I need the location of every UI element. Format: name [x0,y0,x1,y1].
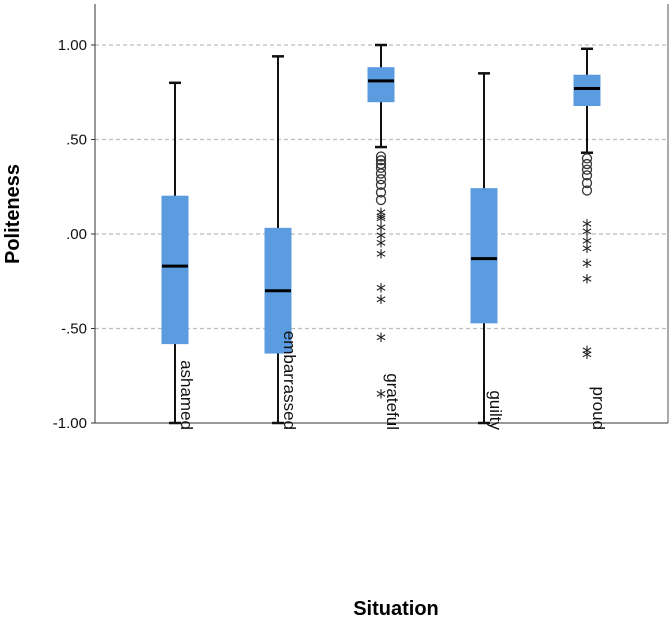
extreme-point: * [376,219,386,243]
box-guilty [470,72,498,425]
boxes: ******************* [161,43,601,425]
outlier-point [581,170,593,181]
box-ashamed [161,81,189,425]
y-axis-title: Politeness [2,164,24,264]
outlier-point [375,151,387,162]
outlier-point [375,194,387,206]
extreme-point: * [582,270,592,294]
box-proud: ******** [573,47,601,370]
y-tick-label: -.50 [61,321,87,338]
y-axis-ticks: 1.00 .50 .00 -.50 -1.00 [53,37,95,432]
iqr-box [573,74,601,106]
extreme-point: * [582,223,592,247]
outlier-point [581,153,593,164]
extreme-point: * [376,227,386,251]
extreme-point: * [582,342,592,366]
y-tick-label: .50 [66,132,87,149]
outlier-point [375,155,387,166]
iqr-box [161,195,189,345]
outlier-point [581,158,593,170]
box-grateful: *********** [367,43,395,410]
extreme-point: * [582,232,592,256]
outlier-point [375,174,387,185]
box-embarrassed [264,55,292,425]
extreme-point: * [582,215,592,239]
x-axis-title: Situation [353,598,439,620]
extreme-point: * [376,246,386,270]
iqr-box [367,67,395,103]
extreme-point: * [582,255,592,279]
extreme-point: * [376,329,386,353]
extreme-point: * [376,386,386,410]
outlier-point [375,168,387,179]
extreme-point: * [582,346,592,370]
extreme-point: * [376,204,386,228]
y-tick-label: -1.00 [53,415,87,432]
iqr-box [470,188,498,324]
outlier-point [581,164,593,175]
extreme-point: * [376,208,386,232]
category-label-grateful: grateful [383,373,402,430]
outlier-point [375,162,387,174]
outlier-point [581,177,593,189]
category-label-guilty: guilty [486,390,505,430]
extreme-point: * [376,291,386,315]
x-axis-category-labels: ashamed embarrassed grateful guilty proud [177,331,608,431]
outlier-point [375,179,387,191]
category-label-ashamed: ashamed [177,360,196,430]
gridlines [95,44,668,330]
extreme-point: * [376,210,386,234]
outlier-point [581,185,593,196]
outlier-point [375,187,387,198]
y-tick-label: .00 [66,226,87,243]
extreme-point: * [582,240,592,264]
category-label-proud: proud [589,387,608,430]
y-tick-label: 1.00 [58,37,87,54]
extreme-point: * [376,280,386,304]
extreme-point: * [376,234,386,258]
category-label-embarrassed: embarrassed [280,331,299,430]
